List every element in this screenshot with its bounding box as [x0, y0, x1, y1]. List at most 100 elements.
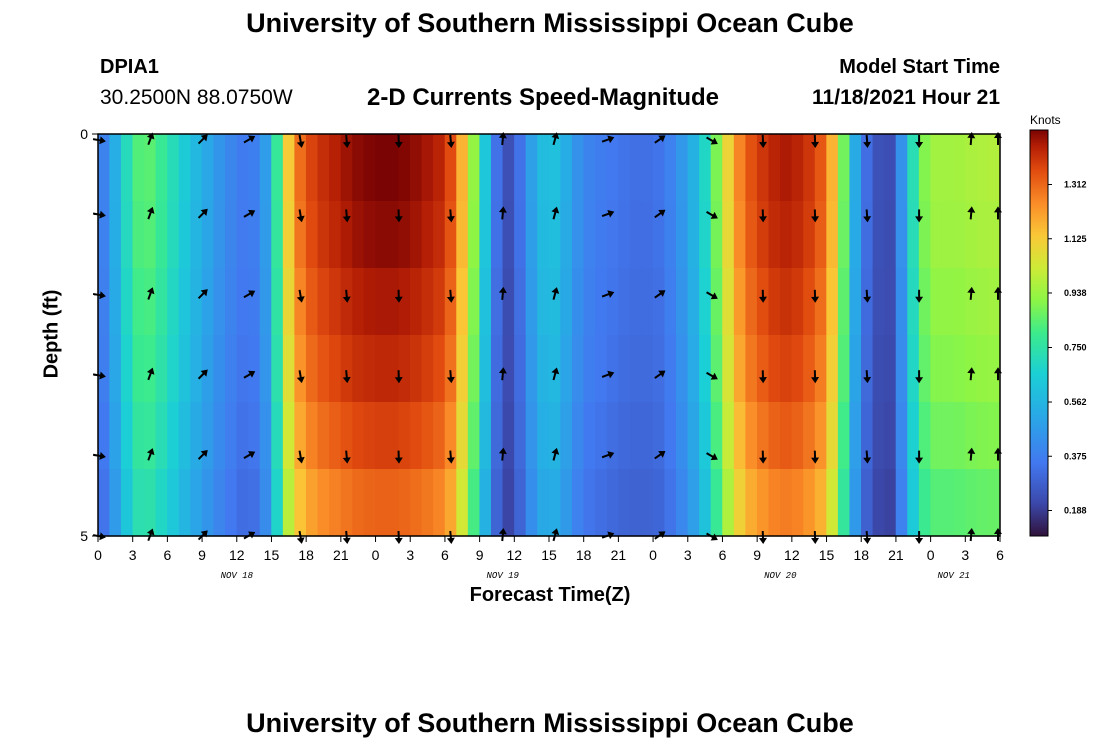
- heatmap-cell: [595, 134, 608, 202]
- heatmap-cell: [941, 268, 955, 336]
- heatmap-cell: [976, 402, 989, 470]
- heatmap-cell: [386, 268, 400, 336]
- heatmap-cell: [907, 335, 920, 403]
- x-tick-label: 12: [507, 547, 523, 563]
- heatmap-cell: [583, 268, 596, 336]
- heatmap-cell: [421, 268, 434, 336]
- arrow-head: [811, 141, 820, 148]
- heatmap-cell: [837, 201, 851, 269]
- arrow-head: [498, 367, 507, 374]
- heatmap-cell: [606, 201, 619, 269]
- heatmap-cell: [618, 402, 631, 470]
- heatmap-cell: [907, 134, 920, 202]
- heatmap-cell: [895, 201, 908, 269]
- heatmap-cell: [120, 134, 134, 202]
- heatmap-cell: [907, 201, 920, 269]
- heatmap-cell: [132, 268, 145, 336]
- heatmap-cell: [456, 268, 469, 336]
- heatmap-cell: [895, 402, 908, 470]
- heatmap-cell: [814, 335, 827, 403]
- heatmap-cell: [525, 469, 538, 537]
- direction-arrow: [498, 286, 507, 300]
- heatmap-cell: [676, 201, 689, 269]
- heatmap-cell: [410, 268, 423, 336]
- heatmap-cell: [340, 402, 353, 470]
- heatmap-cell: [167, 469, 180, 537]
- heatmap-cell: [329, 335, 342, 403]
- direction-arrow: [197, 369, 208, 380]
- heatmap-cell: [733, 134, 746, 202]
- x-tick-label: 21: [888, 547, 904, 563]
- heatmap-cell: [733, 268, 746, 336]
- heatmap-cell: [722, 268, 735, 336]
- arrow-head: [248, 370, 256, 378]
- heatmap-cell: [213, 335, 226, 403]
- direction-arrow: [146, 448, 155, 461]
- heatmap-cell: [271, 335, 284, 403]
- heatmap-cell: [652, 335, 666, 403]
- heatmap-cell: [895, 469, 908, 537]
- heatmap-cell: [248, 335, 261, 403]
- heatmap-cell: [803, 335, 816, 403]
- heatmap-cell: [826, 201, 839, 269]
- heatmap-cell: [745, 402, 758, 470]
- heatmap-cell: [490, 335, 504, 403]
- heatmap-cell: [190, 469, 203, 537]
- heatmap-cell: [710, 268, 723, 336]
- heatmap-cell: [756, 335, 770, 403]
- heatmap-cell: [699, 402, 712, 470]
- heatmap-cell: [282, 268, 295, 336]
- heatmap-cell: [352, 134, 365, 202]
- direction-arrow: [915, 370, 924, 384]
- heatmap-cell: [259, 134, 272, 202]
- y-tick-label: 5: [80, 528, 88, 544]
- x-tick-label: 0: [927, 547, 935, 563]
- arrow-head: [200, 449, 208, 458]
- heatmap-cell: [791, 201, 804, 269]
- direction-arrow: [915, 289, 924, 303]
- arrow-head: [551, 367, 560, 375]
- arrow-head: [200, 134, 208, 142]
- heatmap-cell: [826, 469, 839, 537]
- heatmap-cell: [976, 268, 989, 336]
- arrow-head: [394, 141, 403, 148]
- heatmap-cell: [271, 469, 284, 537]
- heatmap-cell: [641, 469, 654, 537]
- heatmap-cell: [965, 201, 978, 269]
- heatmap-cell: [722, 134, 735, 202]
- heatmap-cell: [305, 402, 319, 470]
- direction-arrow: [498, 132, 507, 146]
- heatmap-cell: [918, 469, 932, 537]
- heatmap-cell: [97, 469, 110, 537]
- heatmap-cell: [352, 201, 365, 269]
- heatmap-cell: [571, 134, 585, 202]
- heatmap-cell: [444, 469, 457, 537]
- heatmap-cell: [629, 201, 642, 269]
- heatmap-cell: [814, 268, 827, 336]
- heatmap-cell: [872, 469, 885, 537]
- heatmap-cell: [745, 134, 758, 202]
- heatmap-cell: [953, 201, 966, 269]
- heatmap-cell: [294, 268, 307, 336]
- heatmap-cell: [676, 268, 689, 336]
- heatmap-cell: [918, 201, 932, 269]
- heatmap-cell: [317, 402, 330, 470]
- heatmap-cell: [479, 134, 492, 202]
- heatmap-cell: [305, 469, 319, 537]
- heatmap-cell: [560, 201, 573, 269]
- heatmap-cell: [456, 201, 469, 269]
- direction-arrow: [243, 451, 256, 459]
- heatmap-cell: [502, 402, 515, 470]
- heatmap-cell: [872, 402, 885, 470]
- x-tick-label: 15: [819, 547, 835, 563]
- heatmap-cell: [918, 134, 932, 202]
- direction-arrow: [296, 209, 305, 223]
- heatmap-cell: [826, 402, 839, 470]
- heatmap-cell: [167, 402, 180, 470]
- direction-arrow: [863, 450, 872, 464]
- heatmap-cell: [699, 469, 712, 537]
- direction-arrow: [601, 451, 615, 459]
- heatmap-cell: [329, 201, 342, 269]
- heatmap-cell: [676, 335, 689, 403]
- heatmap-cell: [699, 134, 712, 202]
